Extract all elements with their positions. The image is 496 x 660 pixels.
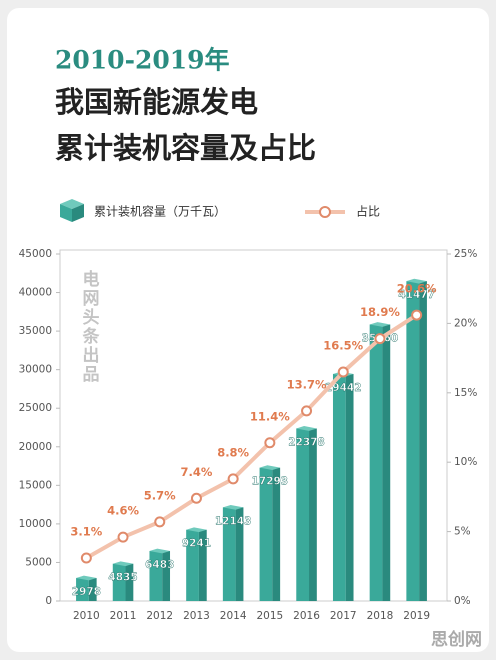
watermark: 电网头条出品 xyxy=(79,269,101,384)
y-tick-label: 40000 xyxy=(19,287,52,299)
bar-side xyxy=(235,507,244,601)
bar-value-label: 41477 xyxy=(398,289,435,301)
y-tick-label: 25000 xyxy=(19,402,52,414)
line-value-label: 11.4% xyxy=(250,409,290,423)
line-marker xyxy=(264,437,276,449)
bar-value-label: 17293 xyxy=(252,476,289,488)
y2-tick-label: 0% xyxy=(454,595,471,607)
bar-side xyxy=(309,428,317,601)
y2-tick-label: 5% xyxy=(454,526,471,538)
line-value-label: 16.5% xyxy=(323,338,363,352)
bar xyxy=(296,428,310,601)
bar xyxy=(222,507,236,601)
bar xyxy=(149,551,163,601)
bar-side xyxy=(419,281,427,601)
watermark: 思创网 xyxy=(431,629,482,650)
x-tick-label: 2016 xyxy=(293,610,320,622)
chart-title: 2010-2019年 xyxy=(55,46,230,75)
line-marker xyxy=(154,516,166,528)
line-marker xyxy=(411,309,423,321)
legend-icon xyxy=(60,204,72,222)
bar xyxy=(406,281,420,601)
bar-top xyxy=(222,504,244,510)
y-tick-label: 35000 xyxy=(19,325,52,337)
bar-top xyxy=(369,322,391,327)
plot-frame xyxy=(59,249,448,602)
bar xyxy=(259,467,273,601)
bar xyxy=(112,563,126,601)
legend-label: 累计装机容量（万千瓦） xyxy=(94,204,226,219)
y-tick-label: 45000 xyxy=(19,248,52,260)
bar-top xyxy=(186,527,207,533)
y2-tick-label: 25% xyxy=(454,248,477,260)
bar-side xyxy=(345,373,354,601)
line-marker xyxy=(301,405,313,417)
bar xyxy=(76,578,89,601)
line-marker xyxy=(227,473,239,485)
line-value-label: 5.7% xyxy=(144,488,176,502)
y-tick-label: 5000 xyxy=(25,556,52,568)
bar-side xyxy=(272,467,281,601)
line-marker xyxy=(190,492,202,504)
legend: 累计装机容量（万千瓦） 占比 xyxy=(60,199,380,222)
line-marker xyxy=(374,333,386,345)
bar-value-label: 6483 xyxy=(145,559,174,571)
bar-side xyxy=(382,324,391,601)
x-tick-label: 2019 xyxy=(403,610,430,622)
legend-icon xyxy=(72,204,84,222)
line-value-label: 13.7% xyxy=(287,377,327,391)
line-marker xyxy=(117,531,129,543)
y2-tick-label: 10% xyxy=(454,456,477,468)
line-value-label: 20.6% xyxy=(397,282,437,296)
bar-top xyxy=(112,561,134,567)
x-tick-label: 2012 xyxy=(146,610,173,622)
bar-side xyxy=(88,578,97,601)
y-tick-label: 0 xyxy=(45,595,52,607)
legend-icon xyxy=(319,206,331,218)
bar-value-label: 12143 xyxy=(215,515,252,527)
line-marker xyxy=(337,366,349,378)
y-tick-label: 20000 xyxy=(19,441,52,453)
y-tick-label: 15000 xyxy=(19,479,52,491)
card xyxy=(7,8,489,652)
x-tick-label: 2014 xyxy=(220,610,247,622)
y2-tick-label: 20% xyxy=(454,317,477,329)
bar-top xyxy=(406,278,427,284)
bar xyxy=(332,373,346,601)
bar-value-label: 4835 xyxy=(108,572,137,584)
bar-value-label: 22378 xyxy=(288,436,325,448)
bar-top xyxy=(296,426,317,431)
line-value-label: 4.6% xyxy=(107,504,139,518)
bar xyxy=(186,529,199,601)
bar-top xyxy=(149,548,171,554)
line-marker xyxy=(80,552,92,564)
line-value-label: 18.9% xyxy=(360,305,400,319)
bar-value-label: 9241 xyxy=(182,538,211,550)
x-tick-label: 2017 xyxy=(330,610,357,622)
legend-label: 占比 xyxy=(356,204,380,219)
chart-subtitle: 累计装机容量及占比 xyxy=(55,131,316,165)
bar-side xyxy=(198,529,207,601)
bar-side xyxy=(125,563,134,601)
line-value-label: 3.1% xyxy=(70,524,102,538)
y2-tick-label: 15% xyxy=(454,387,477,399)
line xyxy=(85,313,418,560)
x-tick-label: 2015 xyxy=(256,610,283,622)
line-value-label: 8.8% xyxy=(217,445,249,459)
x-tick-label: 2011 xyxy=(110,610,137,622)
bar-side xyxy=(162,551,171,601)
x-tick-label: 2013 xyxy=(183,610,210,622)
bar-top xyxy=(76,575,97,581)
bar xyxy=(369,324,383,601)
bar-value-label: 29442 xyxy=(325,382,362,394)
x-tick-label: 2018 xyxy=(367,610,394,622)
x-tick-label: 2010 xyxy=(73,610,100,622)
y-tick-label: 10000 xyxy=(19,518,52,530)
bar-value-label: 2978 xyxy=(72,586,101,598)
line-value-label: 7.4% xyxy=(180,465,212,479)
bar-top xyxy=(259,465,281,471)
y-tick-label: 30000 xyxy=(19,364,52,376)
chart-subtitle: 我国新能源发电 xyxy=(55,85,258,119)
